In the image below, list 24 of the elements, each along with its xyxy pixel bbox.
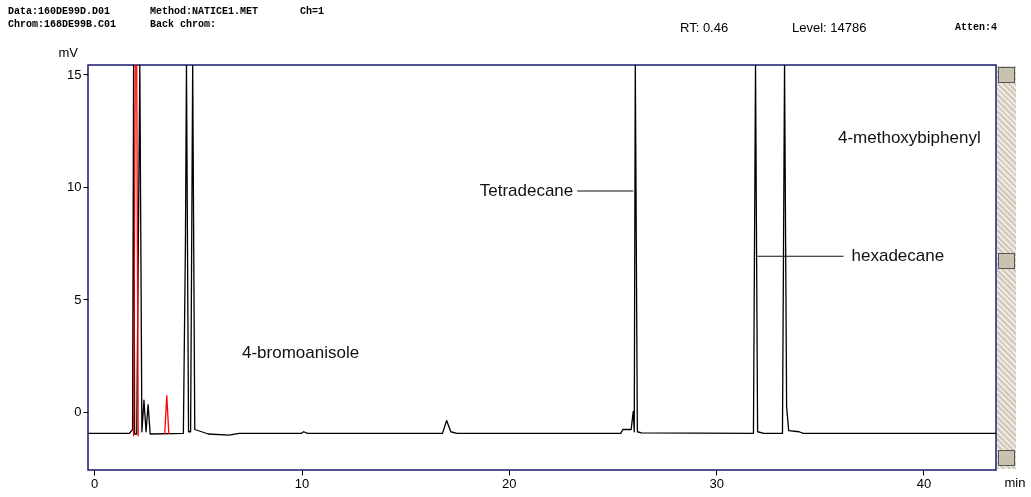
annotation: hexadecane [851,246,945,266]
text: Level: 14786 [792,20,867,35]
y-tick-label: 0 [74,404,82,419]
text: Method:NATICE1.MET [150,6,259,17]
text: RT: 0.46 [680,20,729,35]
annotation: Tetradecane [479,181,574,200]
x-tick-label: 0 [91,475,99,491]
x-tick-label: 20 [502,475,517,491]
x-tick-label: 10 [294,475,310,491]
text: Atten:4 [955,22,998,33]
x-tick-label: 30 [709,475,724,491]
line-series [88,65,996,436]
y-tick-label: 10 [67,179,82,194]
x-tick-label: 40 [916,475,932,491]
annotation: 4-methoxybiphenyl [838,128,981,148]
y-tick-label: 15 [67,66,82,82]
y-tick-label: 5 [74,291,82,307]
text: Data:160DE99D.D01 [8,6,111,17]
text: Chrom:168DE99B.C01 [8,19,117,30]
text: Back chrom: [150,19,217,30]
x-axis-title: min [1004,474,1026,490]
text: Ch=1 [300,6,325,17]
y-axis-title: mV [58,44,79,60]
annotation: 4-bromoanisole [242,343,360,363]
